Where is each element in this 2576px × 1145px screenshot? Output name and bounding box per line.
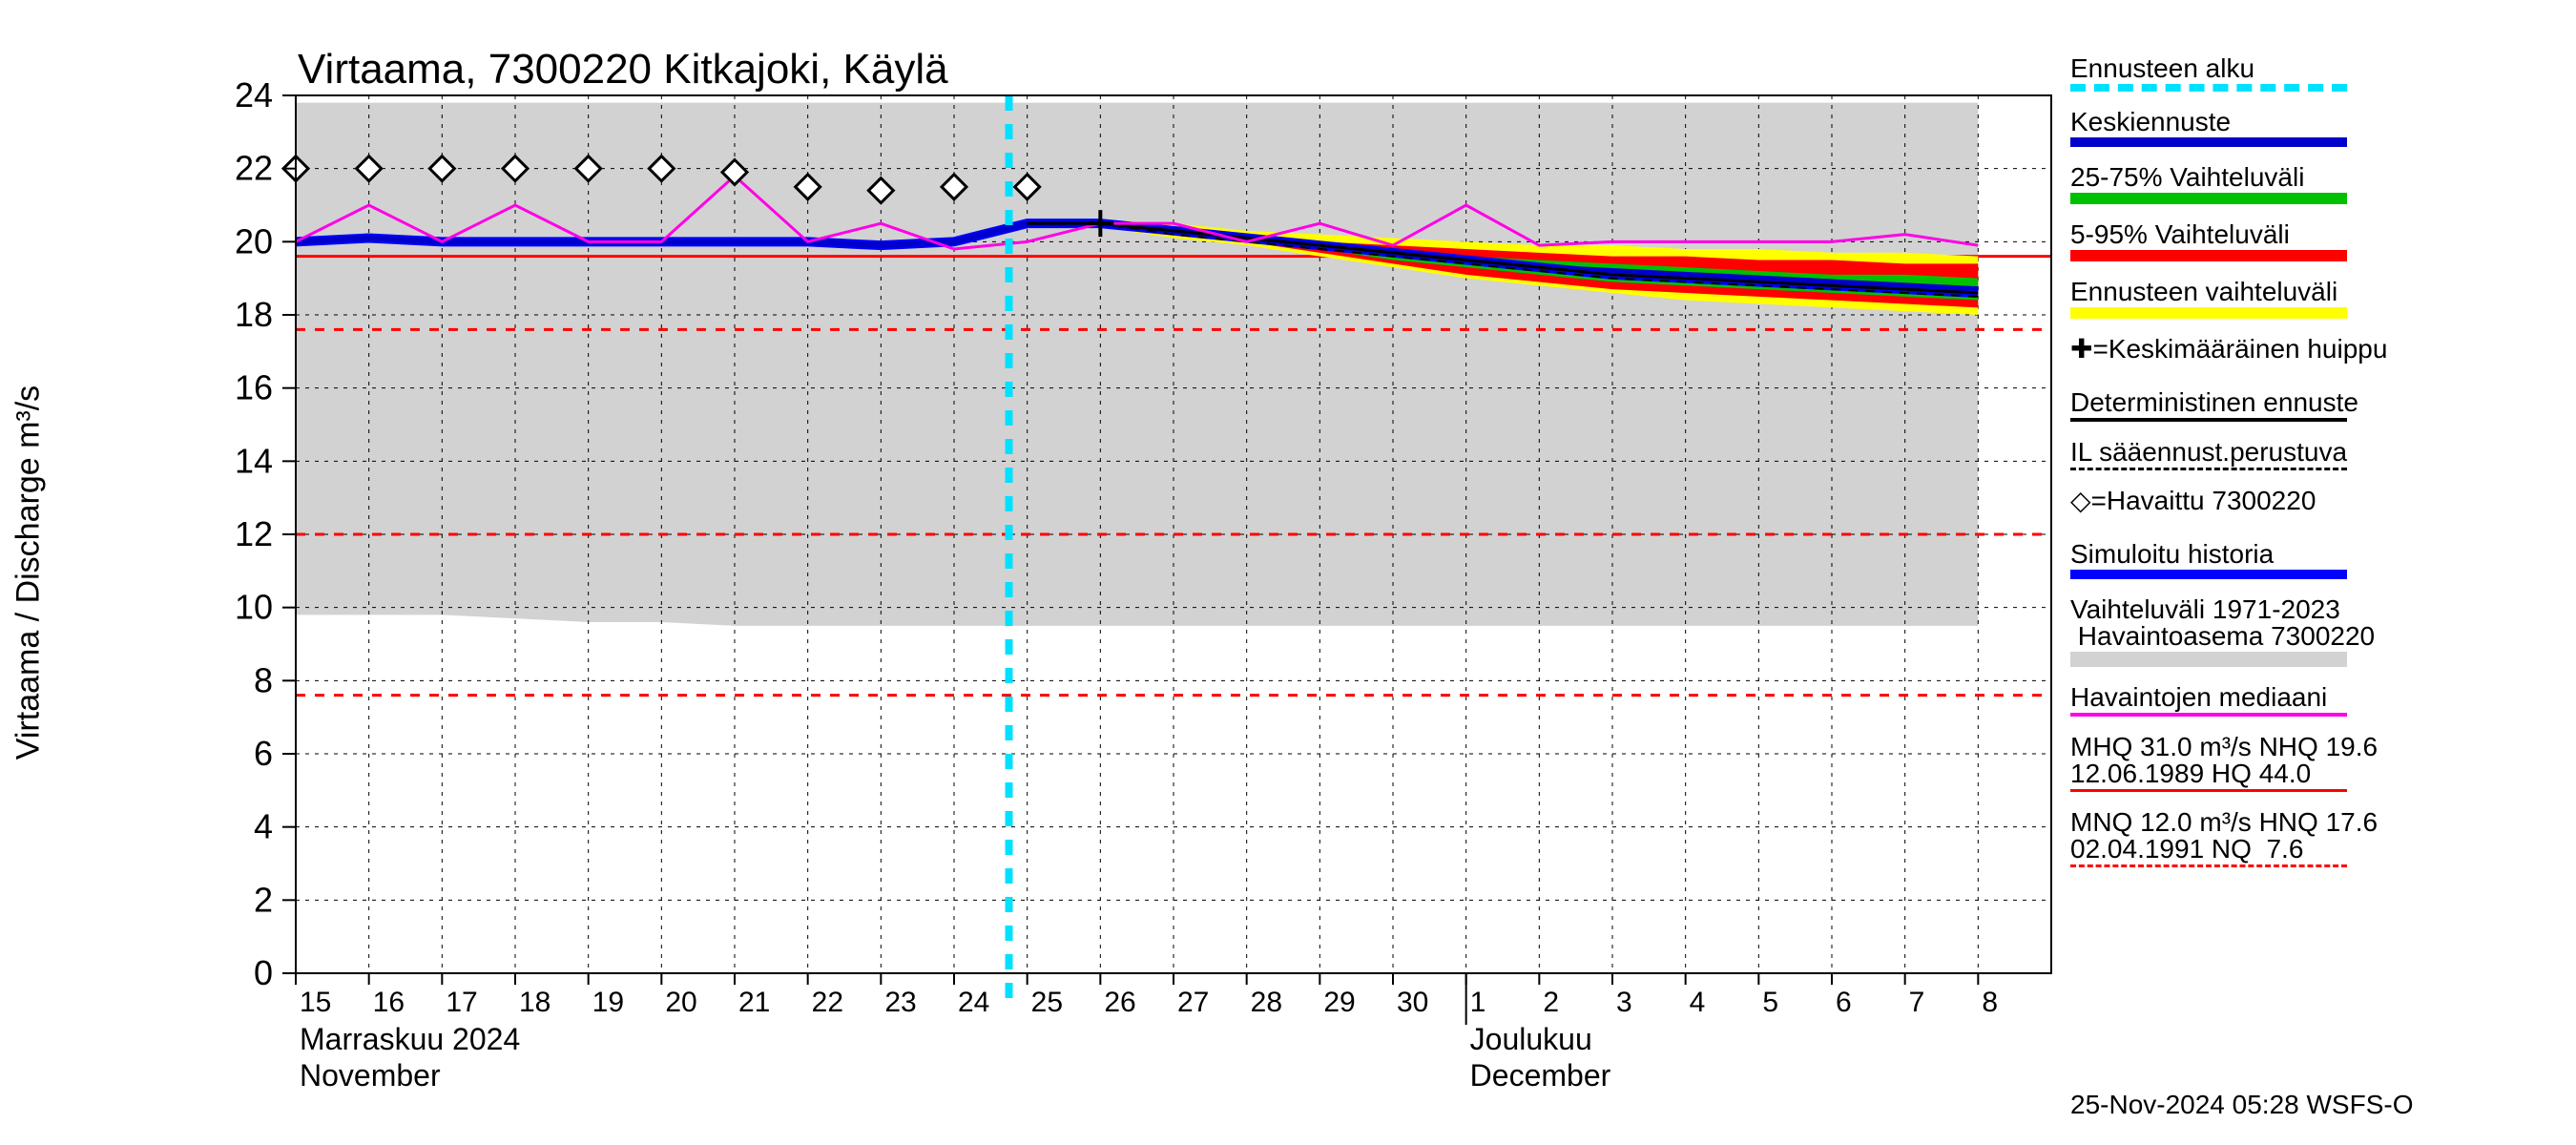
legend-swatch [2070, 307, 2347, 319]
y-tick-label: 24 [235, 75, 273, 114]
legend-label: IL sääennust.perustuva [2070, 439, 2387, 466]
x-tick-label: 6 [1836, 987, 1852, 1018]
legend-item: Deterministinen ennuste [2070, 389, 2387, 422]
legend-label: Vaihteluväli 1971-2023 Havaintoasema 730… [2070, 596, 2387, 650]
legend-label: Ennusteen vaihteluväli [2070, 279, 2387, 305]
legend-item: MNQ 12.0 m³/s HNQ 17.6 02.04.1991 NQ 7.6 [2070, 809, 2387, 867]
y-tick-label: 22 [235, 149, 273, 188]
legend-item: Keskiennuste [2070, 109, 2387, 147]
month-label: Marraskuu 2024 [300, 1022, 520, 1056]
legend-label: ✚=Keskimääräinen huippu [2070, 336, 2387, 363]
legend-item: MHQ 31.0 m³/s NHQ 19.6 12.06.1989 HQ 44.… [2070, 734, 2387, 792]
x-tick-label: 29 [1323, 987, 1355, 1018]
month-label: December [1470, 1058, 1611, 1093]
legend-swatch [2070, 250, 2347, 261]
y-tick-label: 16 [235, 368, 273, 407]
footer-timestamp: 25-Nov-2024 05:28 WSFS-O [2070, 1090, 2414, 1120]
legend-label: Havaintojen mediaani [2070, 684, 2387, 711]
legend-item: Ennusteen alku [2070, 55, 2387, 92]
y-tick-label: 18 [235, 295, 273, 334]
legend-label: 25-75% Vaihteluväli [2070, 164, 2387, 191]
y-tick-label: 20 [235, 221, 273, 260]
legend-swatch [2070, 570, 2347, 579]
month-label: Joulukuu [1470, 1022, 1592, 1056]
legend-swatch [2070, 193, 2347, 204]
x-tick-label: 17 [446, 987, 477, 1018]
legend-label: Simuloitu historia [2070, 541, 2387, 568]
chart-container: Virtaama, 7300220 Kitkajoki, Käylä Virta… [0, 0, 2576, 1145]
legend: Ennusteen alku Keskiennuste 25-75% Vaihtel… [2070, 55, 2387, 885]
legend-item: Simuloitu historia [2070, 541, 2387, 579]
chart-title: Virtaama, 7300220 Kitkajoki, Käylä [298, 46, 948, 94]
legend-label: 5-95% Vaihteluväli [2070, 221, 2387, 248]
legend-item: Ennusteen vaihteluväli [2070, 279, 2387, 319]
x-tick-label: 16 [373, 987, 405, 1018]
month-label: November [300, 1058, 441, 1093]
y-tick-label: 8 [254, 660, 273, 699]
y-tick-label: 4 [254, 807, 273, 846]
y-tick-label: 2 [254, 880, 273, 919]
legend-item: ✚=Keskimääräinen huippu [2070, 336, 2387, 363]
legend-label: Ennusteen alku [2070, 55, 2387, 82]
x-tick-label: 26 [1104, 987, 1135, 1018]
x-tick-label: 30 [1397, 987, 1428, 1018]
legend-item: 5-95% Vaihteluväli [2070, 221, 2387, 261]
x-tick-label: 5 [1762, 987, 1778, 1018]
y-tick-label: 14 [235, 441, 273, 480]
x-tick-label: 23 [884, 987, 916, 1018]
x-tick-label: 19 [592, 987, 624, 1018]
legend-label: MNQ 12.0 m³/s HNQ 17.6 02.04.1991 NQ 7.6 [2070, 809, 2387, 863]
legend-item: ◇=Havaittu 7300220 [2070, 488, 2387, 514]
x-tick-label: 3 [1616, 987, 1632, 1018]
legend-swatch [2070, 789, 2347, 792]
x-tick-label: 24 [958, 987, 989, 1018]
legend-swatch [2070, 713, 2347, 717]
x-tick-label: 4 [1690, 987, 1706, 1018]
legend-item: IL sääennust.perustuva [2070, 439, 2387, 470]
x-tick-label: 8 [1982, 987, 1998, 1018]
y-tick-label: 0 [254, 953, 273, 992]
y-tick-label: 10 [235, 588, 273, 627]
x-tick-label: 22 [812, 987, 843, 1018]
y-tick-label: 6 [254, 734, 273, 773]
legend-label: ◇=Havaittu 7300220 [2070, 488, 2387, 514]
x-tick-label: 20 [665, 987, 696, 1018]
x-tick-label: 15 [300, 987, 331, 1018]
legend-swatch [2070, 137, 2347, 147]
x-tick-label: 27 [1177, 987, 1209, 1018]
x-tick-label: 21 [738, 987, 770, 1018]
legend-label: Keskiennuste [2070, 109, 2387, 135]
historical-range-band [296, 103, 1978, 626]
legend-swatch [2070, 864, 2347, 867]
x-tick-label: 1 [1470, 987, 1486, 1018]
legend-swatch [2070, 84, 2347, 92]
legend-label: MHQ 31.0 m³/s NHQ 19.6 12.06.1989 HQ 44.… [2070, 734, 2387, 787]
x-tick-label: 2 [1543, 987, 1559, 1018]
y-axis-label: Virtaama / Discharge m³/s [10, 385, 48, 760]
y-tick-label: 12 [235, 514, 273, 553]
x-tick-label: 18 [519, 987, 551, 1018]
x-tick-label: 28 [1251, 987, 1282, 1018]
legend-label: Deterministinen ennuste [2070, 389, 2387, 416]
legend-swatch [2070, 468, 2347, 470]
legend-swatch [2070, 652, 2347, 667]
legend-item: 25-75% Vaihteluväli [2070, 164, 2387, 204]
x-tick-label: 25 [1031, 987, 1063, 1018]
legend-item: Havaintojen mediaani [2070, 684, 2387, 717]
legend-item: Vaihteluväli 1971-2023 Havaintoasema 730… [2070, 596, 2387, 667]
x-tick-label: 7 [1909, 987, 1925, 1018]
legend-swatch [2070, 418, 2347, 422]
